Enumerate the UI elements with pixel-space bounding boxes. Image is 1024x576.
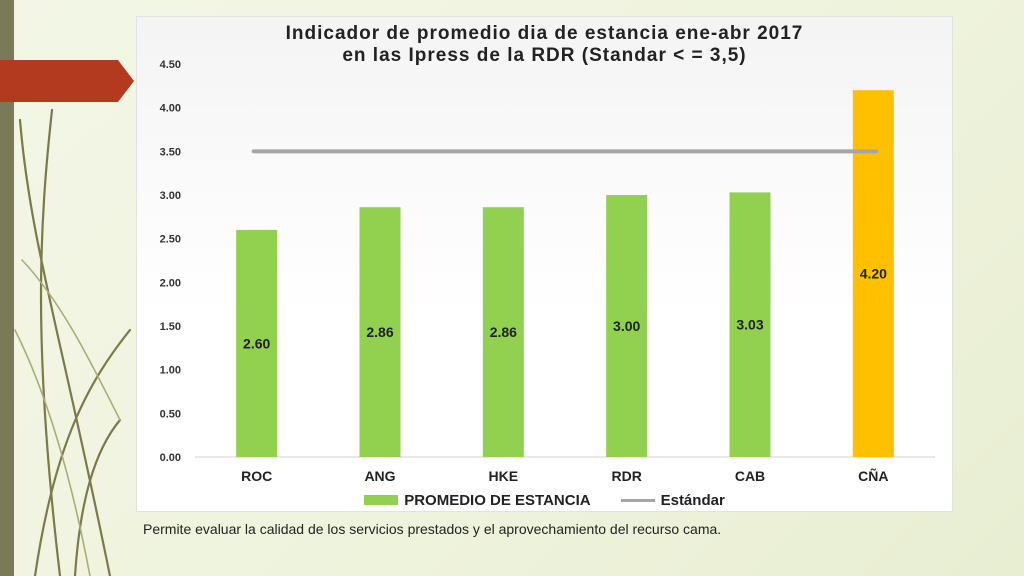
chart-legend: PROMEDIO DE ESTANCIA Estándar — [137, 490, 952, 510]
bar-value-label: 4.20 — [860, 266, 887, 282]
legend-label-promedio: PROMEDIO DE ESTANCIA — [404, 491, 591, 509]
bar-value-label: 2.86 — [490, 324, 517, 340]
legend-label-estandar: Estándar — [660, 491, 725, 509]
bar-value-label: 2.86 — [366, 324, 393, 340]
bar-value-label: 2.60 — [243, 335, 270, 351]
bar-chart: 0.00 0.50 1.00 1.50 2.00 2.50 3.00 3.50 4.00 4.50… — [160, 59, 935, 484]
x-tick-label: CÑA — [858, 467, 888, 484]
legend-swatch-bar — [364, 495, 399, 505]
y-tick-label: 0.50 — [160, 408, 181, 420]
bar-hke — [482, 207, 524, 457]
y-tick-label: 1.00 — [160, 365, 181, 377]
chart-title: Indicador de promedio dia de estancia en… — [137, 23, 952, 67]
legend-swatch-line — [620, 498, 655, 502]
y-tick-label: 4.00 — [160, 103, 181, 115]
x-tick-label: ROC — [241, 468, 272, 484]
y-tick-label: 2.00 — [160, 277, 181, 289]
slide-caption: Permite evaluar la calidad de los servic… — [143, 521, 722, 537]
y-tick-label: 3.50 — [160, 146, 181, 158]
legend-item-promedio: PROMEDIO DE ESTANCIA — [364, 491, 591, 509]
chart-title-line-1: Indicador de promedio dia de estancia en… — [285, 23, 804, 44]
x-tick-label: HKE — [489, 468, 519, 484]
legend-item-estandar: Estándar — [620, 491, 725, 509]
x-tick-label: CAB — [735, 468, 765, 484]
y-tick-label: 4.50 — [160, 59, 181, 71]
bar-roc — [236, 229, 278, 457]
decorative-stems — [14, 108, 132, 576]
chart-title-line-2: en las Ipress de la RDR (Standar < = 3,5… — [342, 45, 747, 66]
chart-panel: Indicador de promedio dia de estancia en… — [137, 17, 952, 511]
bar-cab — [729, 192, 771, 457]
x-tick-label: ANG — [364, 468, 395, 484]
x-tick-label: RDR — [611, 468, 641, 484]
bar-value-label: 3.03 — [736, 317, 763, 333]
bar-rdr — [606, 195, 648, 457]
red-arrow-tab — [0, 60, 134, 102]
y-tick-label: 1.50 — [160, 321, 181, 333]
left-accent-band — [0, 0, 14, 576]
y-tick-label: 2.50 — [160, 234, 181, 246]
y-tick-label: 0.00 — [160, 452, 181, 464]
bar-ang — [359, 207, 401, 457]
bar-value-label: 3.00 — [613, 318, 640, 334]
y-tick-label: 3.00 — [160, 190, 181, 202]
